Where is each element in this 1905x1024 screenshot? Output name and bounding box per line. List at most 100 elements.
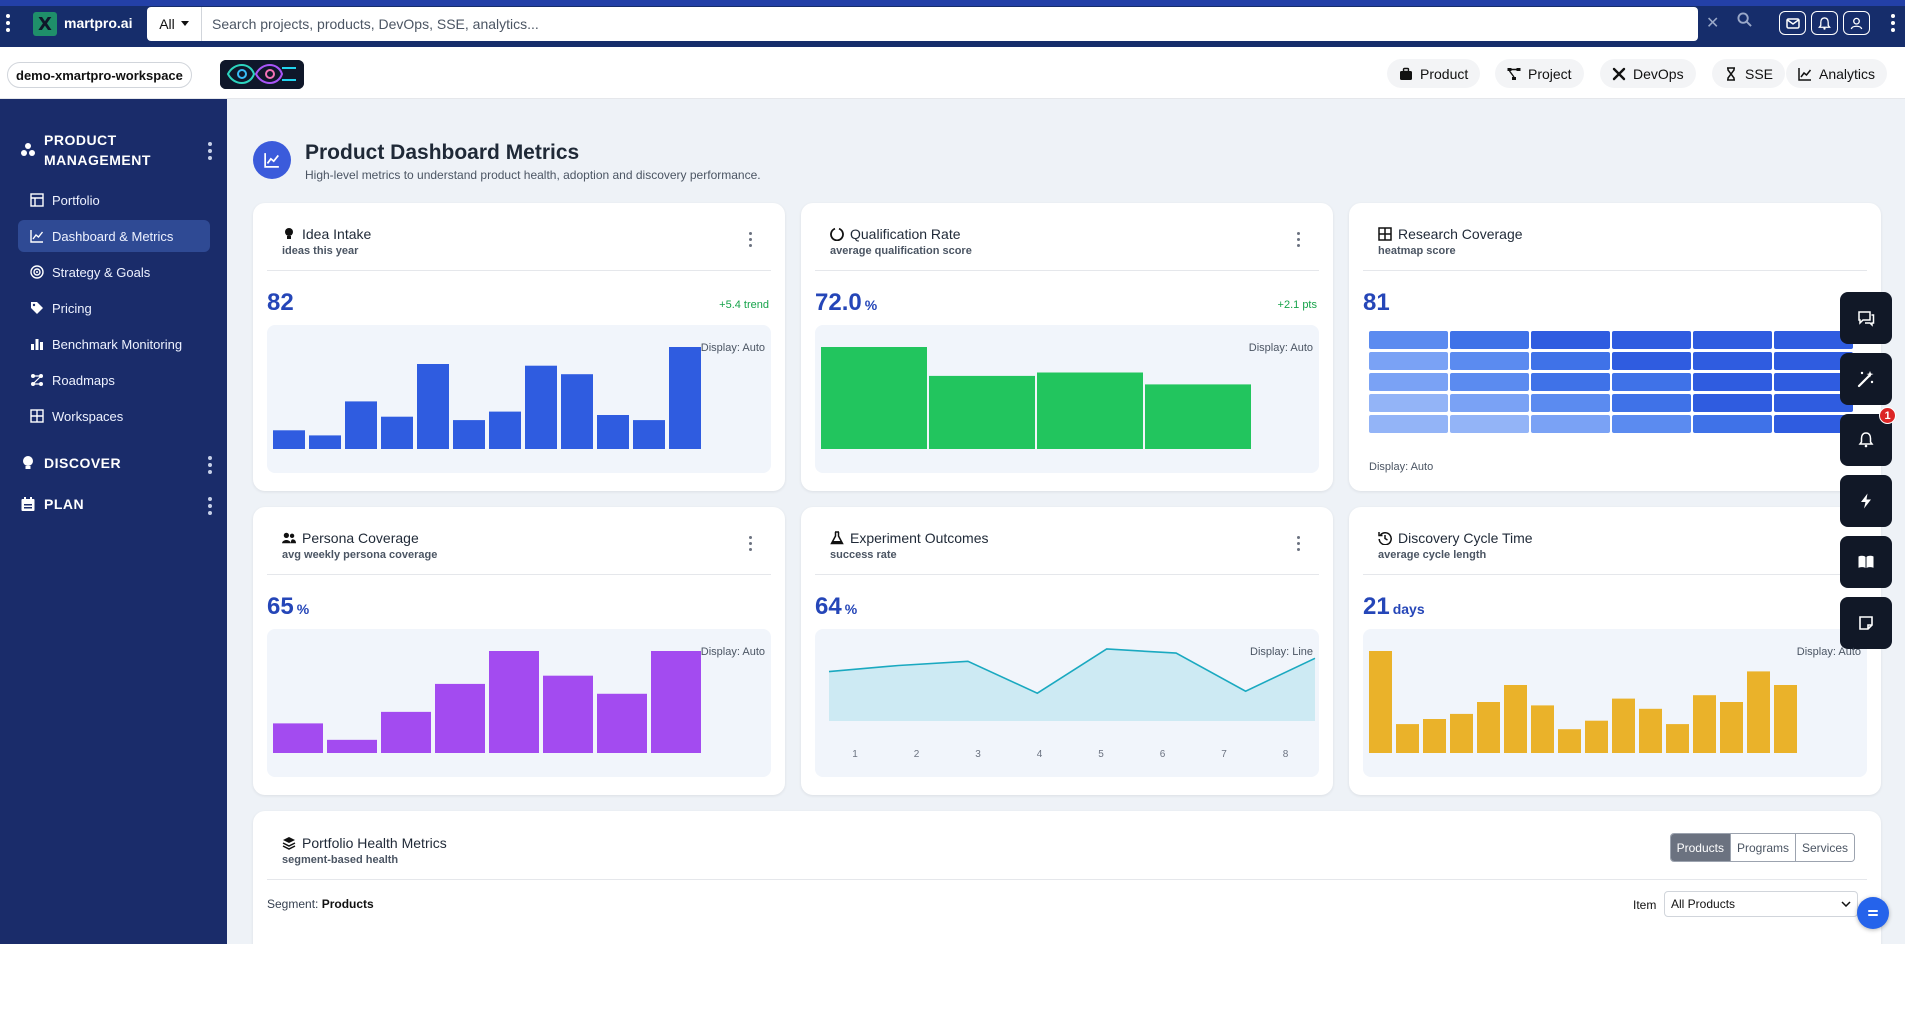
sidebar-item-pricing[interactable]: Pricing: [18, 292, 210, 324]
x-tick-label: 7: [1221, 749, 1227, 760]
section-menu-kebab-icon[interactable]: [205, 496, 215, 516]
metric-card-idea-intake: Idea Intake ideas this year 82 +5.4 tren…: [253, 203, 785, 491]
heatmap-cell: [1450, 373, 1529, 391]
nav-analytics-label: Analytics: [1819, 65, 1876, 82]
persona-coverage-bar-chart: [273, 651, 701, 753]
section-menu-kebab-icon[interactable]: [205, 141, 215, 161]
chart-bar: [1396, 724, 1419, 753]
docs-button[interactable]: [1840, 536, 1892, 588]
clear-search-icon[interactable]: ✕: [1706, 13, 1720, 32]
heatmap-cell: [1369, 352, 1448, 370]
nav-project-button[interactable]: Project: [1495, 59, 1584, 88]
segment-products-button[interactable]: Products: [1670, 834, 1730, 861]
chart-bar: [1747, 671, 1770, 753]
chart-bar: [417, 364, 449, 449]
chart-bar: [1774, 685, 1797, 753]
chart-bar: [489, 651, 539, 753]
metric-value: 64%: [815, 593, 857, 621]
calendar-icon: [21, 497, 35, 511]
sidebar-section-plan[interactable]: PLAN: [20, 496, 84, 512]
chart-bar: [1504, 685, 1527, 753]
card-divider: [267, 270, 771, 271]
quick-actions-button[interactable]: [1840, 475, 1892, 527]
metric-card-research-coverage: Research Coverage heatmap score 81 Displ…: [1349, 203, 1881, 491]
messages-icon[interactable]: [1779, 11, 1806, 35]
idea-intake-bar-chart: [273, 347, 701, 449]
sidebar-item-portfolio[interactable]: Portfolio: [18, 184, 210, 216]
sidebar-item-roadmaps[interactable]: Roadmaps: [18, 364, 210, 396]
chart-bar: [381, 416, 413, 449]
nav-sse-button[interactable]: SSE: [1712, 59, 1786, 88]
workspace-logo-icon[interactable]: [220, 60, 304, 89]
search-icon[interactable]: [1737, 12, 1752, 31]
segment-value: Products: [321, 897, 374, 911]
chart-bar: [273, 430, 305, 449]
section-menu-kebab-icon[interactable]: [205, 455, 215, 475]
nav-analytics-button[interactable]: Analytics: [1786, 59, 1888, 88]
sidebar-item-strategy-goals[interactable]: Strategy & Goals: [18, 256, 210, 288]
chart-bar: [1612, 698, 1635, 753]
metric-value: 81: [1363, 289, 1390, 317]
chart-bar: [597, 693, 647, 753]
chart-bar: [1369, 651, 1392, 753]
chart-bar: [1666, 724, 1689, 753]
bar-chart-icon: [31, 339, 43, 350]
segment-services-button[interactable]: Services: [1794, 834, 1854, 861]
notifications-bell-icon[interactable]: [1811, 11, 1838, 35]
magic-wand-button[interactable]: [1840, 353, 1892, 405]
card-title-label: Discovery Cycle Time: [1398, 530, 1533, 546]
segment-programs-button[interactable]: Programs: [1729, 834, 1795, 861]
metric-trend: +5.4 trend: [719, 299, 769, 311]
card-title-label: Research Coverage: [1398, 226, 1523, 242]
sidebar-section-title: PRODUCT MANAGEMENT: [44, 132, 151, 168]
notes-button[interactable]: [1840, 597, 1892, 649]
heatmap-cell: [1450, 331, 1529, 349]
card-title: Research Coverage: [1378, 226, 1523, 242]
sidebar-item-benchmark-monitoring[interactable]: Benchmark Monitoring: [18, 328, 210, 360]
search-scope-label: All: [159, 16, 175, 32]
lightbulb-icon: [285, 228, 293, 239]
user-profile-icon[interactable]: [1843, 11, 1870, 35]
chart-bar: [651, 651, 701, 753]
notification-count-badge: 1: [1879, 407, 1896, 424]
sticky-note-icon: [1859, 616, 1873, 630]
search-input[interactable]: [202, 7, 1698, 41]
chart-bar: [1477, 702, 1500, 753]
grid-icon: [30, 409, 44, 423]
sidebar-item-label: Benchmark Monitoring: [52, 336, 183, 352]
users-icon: [282, 532, 296, 544]
nav-devops-button[interactable]: DevOps: [1600, 59, 1696, 88]
martpro-logo-icon[interactable]: X: [33, 12, 57, 36]
equals-icon: [1868, 910, 1878, 916]
card-menu-kebab-icon[interactable]: [1293, 533, 1303, 553]
chart-bar: [1145, 384, 1251, 449]
chart-bar: [1450, 713, 1473, 753]
chat-button[interactable]: [1840, 292, 1892, 344]
nav-product-button[interactable]: Product: [1387, 59, 1481, 88]
metric-number: 64: [815, 593, 842, 620]
app-menu-kebab-icon[interactable]: [3, 13, 13, 33]
heatmap-cell: [1612, 352, 1691, 370]
hourglass-icon: [1727, 66, 1735, 81]
chart-bar: [1639, 708, 1662, 753]
sidebar-section-product-management[interactable]: PRODUCT MANAGEMENT: [20, 130, 174, 170]
sidebar-section-discover[interactable]: DISCOVER: [20, 455, 121, 471]
workspace-name[interactable]: demo-xmartpro-workspace: [7, 62, 192, 88]
brand-name[interactable]: martpro.ai: [64, 15, 133, 31]
card-menu-kebab-icon[interactable]: [1293, 229, 1303, 249]
heatmap-cell: [1612, 331, 1691, 349]
search-scope-select[interactable]: All: [147, 7, 202, 41]
metric-number: 72.0: [815, 289, 862, 316]
settings-kebab-icon[interactable]: [1888, 13, 1898, 33]
card-menu-kebab-icon[interactable]: [745, 229, 755, 249]
heatmap-cell: [1693, 394, 1772, 412]
floating-menu-button[interactable]: [1857, 897, 1889, 929]
card-menu-kebab-icon[interactable]: [745, 533, 755, 553]
item-select[interactable]: All Products: [1664, 891, 1858, 917]
item-select-value: All Products: [1671, 897, 1736, 911]
chart-bar: [597, 415, 629, 449]
heatmap-cell: [1612, 394, 1691, 412]
sidebar-item-dashboard-metrics[interactable]: Dashboard & Metrics: [18, 220, 210, 252]
item-label: Item: [1633, 898, 1657, 912]
sidebar-item-workspaces[interactable]: Workspaces: [18, 400, 210, 432]
